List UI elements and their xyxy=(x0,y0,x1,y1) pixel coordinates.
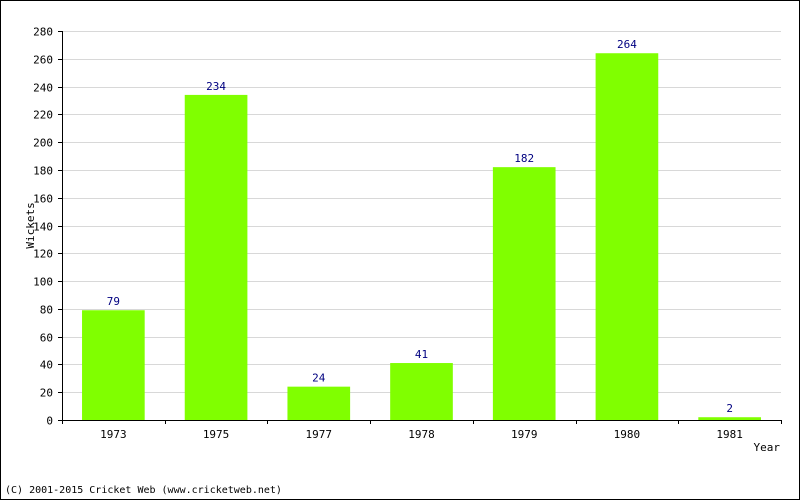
x-tick-label: 1978 xyxy=(408,428,435,441)
bar xyxy=(492,167,556,420)
x-tick-label: 1975 xyxy=(203,428,230,441)
y-tick-label: 80 xyxy=(40,304,53,317)
bar xyxy=(390,363,453,420)
data-label: 24 xyxy=(312,372,326,385)
x-tick-label: 1977 xyxy=(306,428,333,441)
y-tick-label: 120 xyxy=(33,248,53,261)
y-tick-label: 0 xyxy=(46,415,53,428)
data-label: 41 xyxy=(415,348,428,361)
y-tick-label: 40 xyxy=(40,359,53,372)
bar xyxy=(595,53,659,420)
y-axis-title: Wickets xyxy=(24,202,37,248)
y-tick-label: 280 xyxy=(33,26,53,39)
x-axis-title: Year xyxy=(754,441,781,454)
x-tick-label: 1979 xyxy=(511,428,538,441)
bar xyxy=(82,310,145,420)
y-tick-label: 100 xyxy=(33,276,53,289)
y-tick-label: 20 xyxy=(40,387,53,400)
y-tick-label: 200 xyxy=(33,137,53,150)
x-tick-label: 1973 xyxy=(100,428,127,441)
y-tick-label: 160 xyxy=(33,193,53,206)
y-tick-label: 180 xyxy=(33,165,53,178)
bars: 79 234 24 41 182 264 2 xyxy=(82,38,761,421)
copyright-notice: (C) 2001-2015 Cricket Web (www.cricketwe… xyxy=(5,485,282,496)
x-tick-label: 1981 xyxy=(716,428,743,441)
y-axis-ticks: 0 20 40 60 80 100 120 140 160 180 200 220 240 260 280 xyxy=(33,26,62,428)
data-label: 182 xyxy=(514,152,534,165)
y-tick-label: 240 xyxy=(33,82,53,95)
y-tick-label: 60 xyxy=(40,332,53,345)
data-label: 2 xyxy=(726,402,733,415)
bar xyxy=(184,94,248,421)
y-tick-label: 140 xyxy=(33,221,53,234)
axes xyxy=(62,31,781,421)
bar xyxy=(698,417,761,420)
data-label: 264 xyxy=(617,38,637,51)
gridlines xyxy=(62,31,781,393)
y-tick-label: 260 xyxy=(33,54,53,67)
data-label: 79 xyxy=(107,295,120,308)
x-axis-ticks: 1973 1975 1977 1978 1979 1980 1981 xyxy=(62,420,782,441)
bar xyxy=(287,386,351,420)
x-tick-label: 1980 xyxy=(614,428,641,441)
y-tick-label: 220 xyxy=(33,109,53,122)
data-label: 234 xyxy=(206,80,226,93)
